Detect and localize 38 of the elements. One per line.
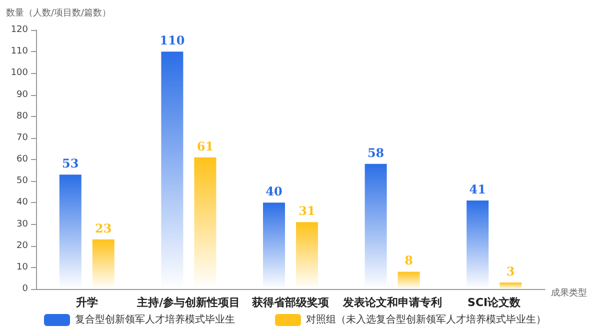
- bar: [92, 239, 114, 289]
- x-tick-label: 发表论文和申请专利: [342, 296, 442, 309]
- y-tick-label: 70: [16, 132, 28, 143]
- legend-label: 对照组（未入选复合型创新领军人才培养模式毕业生）: [306, 314, 546, 326]
- data-label: 8: [404, 254, 413, 268]
- data-label: 3: [506, 264, 515, 279]
- x-tick-label: 升学: [74, 296, 98, 309]
- y-tick-label: 40: [16, 198, 28, 208]
- x-tick-label: SCI论文数: [468, 296, 522, 309]
- bar: [466, 200, 489, 289]
- y-tick-label: 110: [10, 46, 28, 57]
- y-tick-label: 100: [10, 68, 28, 78]
- y-tick-label: 10: [16, 262, 28, 272]
- bar: [296, 222, 318, 289]
- bar: [398, 272, 420, 289]
- bar: [263, 202, 285, 289]
- x-axis-title: 成果类型: [551, 288, 587, 298]
- legend-label: 复合型创新领军人才培养模式毕业生: [75, 314, 235, 326]
- y-tick-label: 20: [16, 240, 28, 251]
- y-tick-label: 90: [16, 90, 28, 100]
- data-label: 53: [62, 156, 79, 171]
- y-tick-label: 50: [16, 176, 28, 186]
- y-tick-label: 120: [10, 25, 28, 35]
- data-label: 58: [367, 146, 384, 160]
- x-tick-label: 获得省部级奖项: [251, 296, 330, 309]
- bar: [500, 282, 522, 289]
- data-label: 41: [469, 182, 486, 197]
- x-tick-label: 主持/参与创新性项目: [136, 296, 240, 309]
- y-axis-title: 数量（人数/项目数/篇数）: [6, 8, 112, 18]
- data-label: 40: [266, 184, 282, 199]
- data-label: 23: [95, 221, 112, 236]
- y-tick-label: 60: [16, 154, 28, 164]
- y-tick-label: 0: [22, 284, 28, 294]
- y-tick-label: 30: [16, 219, 28, 230]
- y-tick-label: 80: [16, 111, 28, 122]
- data-label: 110: [160, 34, 185, 48]
- data-label: 31: [298, 204, 316, 218]
- data-label: 61: [196, 139, 214, 154]
